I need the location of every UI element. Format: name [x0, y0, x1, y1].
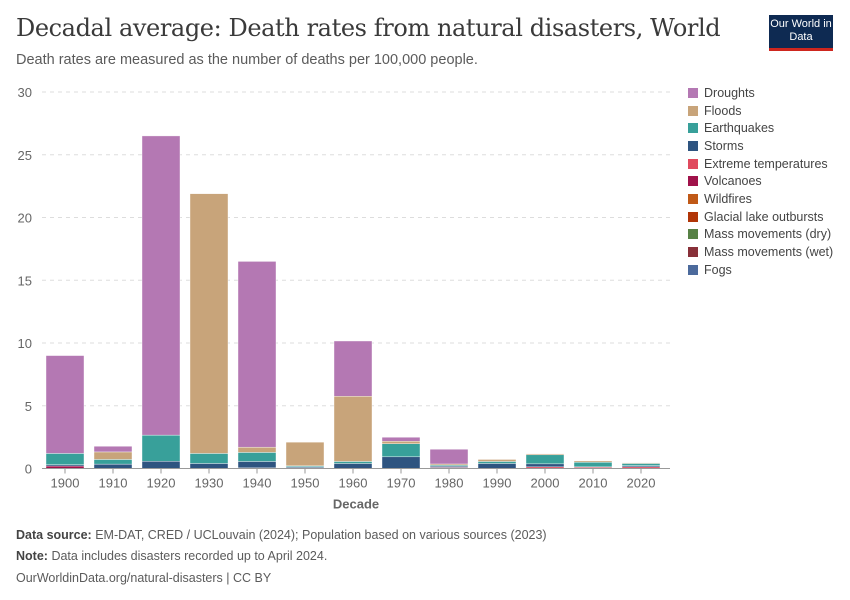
x-tick-label: 1930: [195, 476, 224, 491]
bar-segment-droughts[interactable]: [237, 261, 277, 448]
bar-segment-floods[interactable]: [93, 451, 133, 460]
legend-swatch: [688, 193, 698, 204]
bar-segment-storms[interactable]: [237, 461, 277, 469]
bar-segment-earthquakes[interactable]: [573, 462, 613, 468]
y-tick-label: 20: [18, 211, 32, 226]
legend-label: Volcanoes: [704, 174, 762, 189]
legend-swatch: [688, 105, 698, 116]
bar-segment-floods[interactable]: [573, 460, 613, 463]
legend-item[interactable]: Floods: [688, 102, 833, 120]
y-tick-label: 10: [18, 336, 32, 351]
legend-swatch: [688, 87, 698, 98]
legend-item[interactable]: Earthquakes: [688, 119, 833, 137]
chart-title: Decadal average: Death rates from natura…: [16, 14, 721, 42]
bar-segment-earthquakes[interactable]: [189, 453, 229, 464]
legend-item[interactable]: Volcanoes: [688, 172, 833, 190]
legend-swatch: [688, 158, 698, 169]
legend-label: Fogs: [704, 262, 732, 277]
bar-segment-floods[interactable]: [381, 441, 421, 444]
y-tick-label: 5: [25, 399, 32, 414]
y-tick-label: 0: [25, 462, 32, 477]
bar-segment-floods[interactable]: [237, 446, 277, 453]
x-tick-label: 1990: [483, 476, 512, 491]
legend-label: Wildfires: [704, 191, 752, 206]
legend-swatch: [688, 140, 698, 151]
legend: Droughts Floods Earthquakes Storms Extreme t…: [688, 84, 833, 279]
legend-swatch: [688, 123, 698, 134]
bar-segment-storms[interactable]: [141, 461, 181, 469]
legend-item[interactable]: Glacial lake outbursts: [688, 208, 833, 226]
bar-segment-earthquakes[interactable]: [141, 434, 181, 462]
x-tick-label: 1960: [339, 476, 368, 491]
x-tick-label: 2020: [627, 476, 656, 491]
bar-segment-storms[interactable]: [477, 463, 517, 469]
legend-item[interactable]: Extreme temperatures: [688, 155, 833, 173]
bar-segment-storms[interactable]: [333, 463, 373, 469]
legend-label: Extreme temperatures: [704, 156, 828, 171]
x-tick-label: 1940: [243, 476, 272, 491]
bar-segment-earthquakes[interactable]: [93, 459, 133, 465]
legend-item[interactable]: Fogs: [688, 261, 833, 279]
x-tick-label: 1970: [387, 476, 416, 491]
legend-label: Glacial lake outbursts: [704, 209, 824, 224]
x-tick-label: 1910: [99, 476, 128, 491]
legend-item[interactable]: Storms: [688, 137, 833, 155]
bar-segment-floods[interactable]: [189, 193, 229, 454]
footer-source: Data source: EM-DAT, CRED / UCLouvain (2…: [16, 528, 547, 542]
bar-segment-storms[interactable]: [189, 463, 229, 469]
bar-segment-droughts[interactable]: [93, 446, 133, 453]
bar-segment-storms[interactable]: [525, 463, 565, 468]
legend-item[interactable]: Mass movements (dry): [688, 226, 833, 244]
bar-segment-droughts[interactable]: [333, 340, 373, 397]
x-axis-label: Decade: [333, 497, 379, 512]
bar-segment-earthquakes[interactable]: [621, 463, 661, 466]
bar-segment-droughts[interactable]: [381, 437, 421, 442]
bar-segment-droughts[interactable]: [45, 355, 85, 454]
legend-swatch: [688, 229, 698, 240]
bar-segment-earthquakes[interactable]: [45, 453, 85, 465]
legend-item[interactable]: Wildfires: [688, 190, 833, 208]
bar-segment-floods[interactable]: [477, 459, 517, 462]
legend-label: Mass movements (dry): [704, 227, 832, 242]
legend-item[interactable]: Mass movements (wet): [688, 243, 833, 261]
bar-segment-earthquakes[interactable]: [381, 443, 421, 458]
legend-swatch: [688, 264, 698, 275]
bar-segment-storms[interactable]: [381, 456, 421, 469]
legend-label: Mass movements (wet): [704, 245, 834, 260]
legend-swatch: [688, 247, 698, 258]
x-tick-label: 2010: [579, 476, 608, 491]
y-tick-label: 15: [18, 273, 32, 288]
legend-swatch: [688, 211, 698, 222]
x-tick-label: 1920: [147, 476, 176, 491]
bar-segment-droughts[interactable]: [141, 135, 181, 436]
footer-url[interactable]: OurWorldinData.org/natural-disasters | C…: [16, 571, 272, 585]
legend-label: Earthquakes: [704, 121, 775, 136]
owid-logo[interactable]: Our World in Data: [769, 15, 833, 51]
legend-label: Storms: [704, 138, 744, 153]
legend-label: Floods: [704, 103, 742, 118]
bar-segment-earthquakes[interactable]: [525, 454, 565, 465]
legend-label: Droughts: [704, 85, 755, 100]
x-tick-label: 1950: [291, 476, 320, 491]
bar-segment-floods[interactable]: [621, 462, 661, 464]
bar-segment-storms[interactable]: [93, 463, 133, 469]
bar-segment-earthquakes[interactable]: [237, 452, 277, 462]
chart-subtitle: Death rates are measured as the number o…: [16, 52, 478, 68]
footer-note: Note: Data includes disasters recorded u…: [16, 549, 328, 563]
bar-segment-earthquakes[interactable]: [333, 461, 373, 464]
y-tick-label: 30: [18, 85, 32, 100]
legend-item[interactable]: Droughts: [688, 84, 833, 102]
bar-segment-floods[interactable]: [333, 396, 373, 462]
bar-segment-floods[interactable]: [285, 441, 325, 467]
y-tick-label: 25: [18, 148, 32, 163]
x-tick-label: 2000: [531, 476, 560, 491]
bar-segment-earthquakes[interactable]: [477, 461, 517, 464]
x-tick-label: 1980: [435, 476, 464, 491]
bar-segment-floods[interactable]: [525, 453, 565, 456]
legend-swatch: [688, 176, 698, 187]
x-tick-label: 1900: [51, 476, 80, 491]
bar-segment-droughts[interactable]: [429, 449, 469, 465]
